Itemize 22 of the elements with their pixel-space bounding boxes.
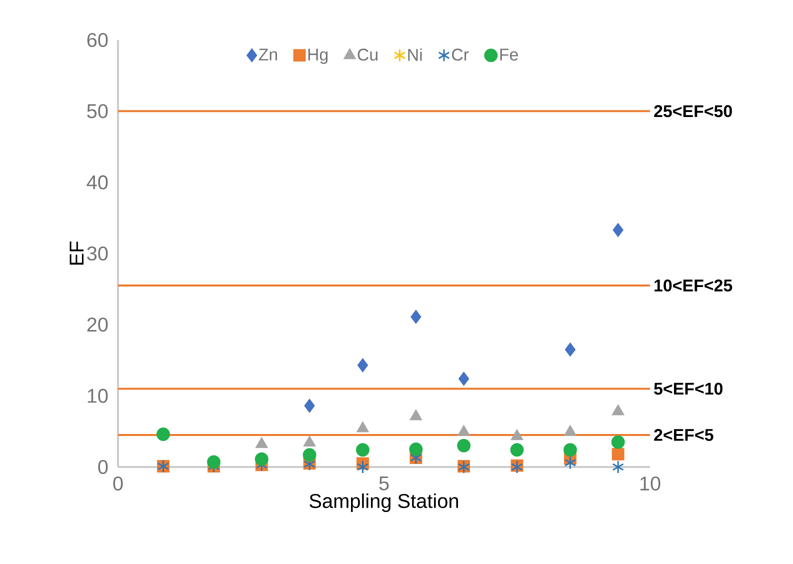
y-tick-label: 10	[88, 388, 108, 403]
ref-line-label: 25<EF<50	[654, 105, 732, 118]
y-tick-label: 20	[87, 318, 108, 332]
legend-label: Cr	[452, 48, 469, 61]
legend-label: Ni	[408, 48, 422, 61]
y-tick-label: 50	[87, 104, 108, 118]
y-tick-label: 0	[98, 460, 108, 474]
legend-label: Zn	[258, 48, 277, 60]
ref-line-label: 5<EF<10	[654, 382, 723, 395]
y-tick-label: 30	[87, 246, 108, 261]
y-axis-title: EF	[70, 242, 84, 265]
y-tick-label: 60	[87, 32, 108, 48]
x-tick-label: 10	[640, 476, 660, 491]
legend-label: Cu	[358, 48, 378, 61]
ref-line-label: 2<EF<5	[654, 428, 714, 441]
x-axis-title: Sampling Station	[310, 493, 458, 512]
x-tick-label: 0	[113, 476, 123, 491]
ref-line-label: 10<EF<25	[654, 280, 732, 292]
x-tick-label: 5	[379, 476, 389, 490]
legend-label: Fe	[500, 48, 518, 61]
y-tick-label: 40	[86, 175, 108, 190]
legend-label: Hg	[308, 48, 328, 64]
